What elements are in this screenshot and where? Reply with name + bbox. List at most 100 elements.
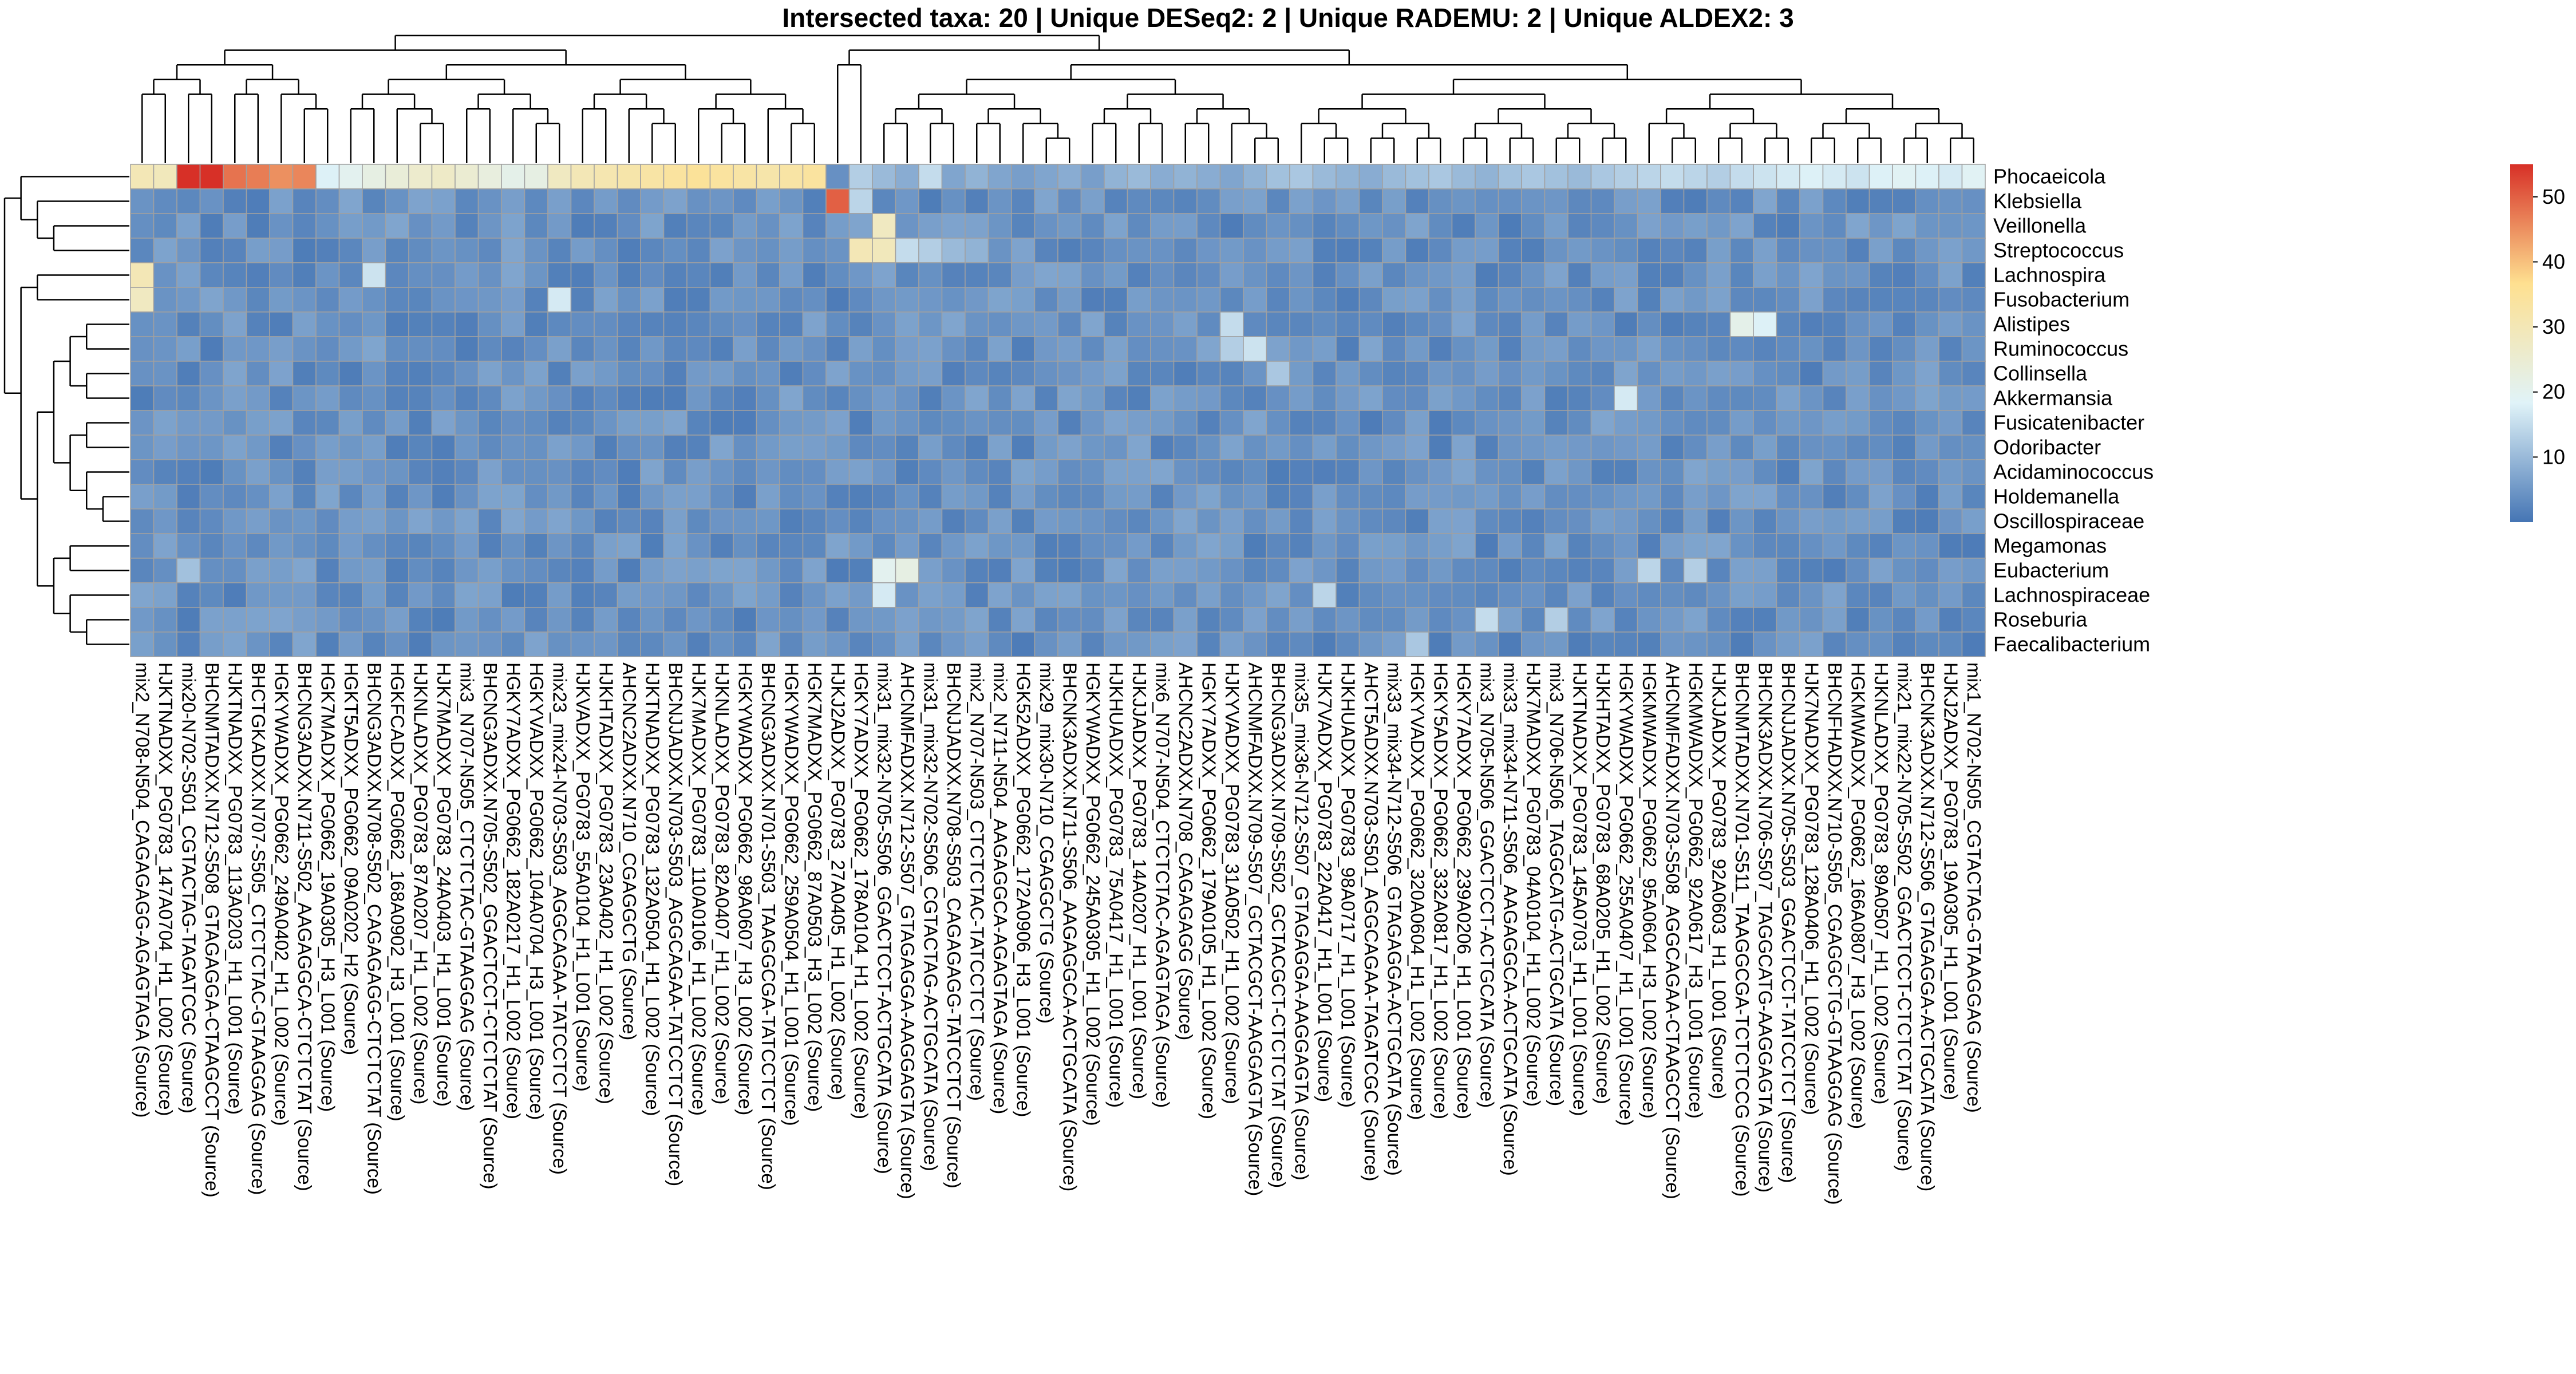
heatmap-cell [338, 459, 363, 485]
heatmap-cell [524, 582, 548, 608]
heatmap-cell [918, 558, 943, 583]
heatmap-cell [1382, 558, 1406, 583]
heatmap-cell [1173, 484, 1198, 510]
heatmap-cell [176, 385, 201, 411]
heatmap-cell [709, 631, 734, 657]
heatmap-cell [640, 262, 665, 288]
heatmap-cell [269, 459, 294, 485]
heatmap-cell [825, 607, 850, 633]
heatmap-cell [431, 533, 456, 559]
heatmap-cell [315, 238, 340, 263]
heatmap-cell [570, 631, 595, 657]
heatmap-cell [269, 508, 294, 534]
column-label: HJK7NADXX_PG0783_128A0406_H1_L002 (Sourc… [1801, 662, 1822, 1115]
heatmap-cell [1660, 558, 1685, 583]
heatmap-cell [640, 484, 665, 510]
heatmap-cell [1405, 558, 1429, 583]
heatmap-cell [1567, 336, 1592, 362]
heatmap-cell [1034, 607, 1058, 633]
heatmap-cell [1451, 164, 1476, 189]
heatmap-cell [1915, 484, 1939, 510]
heatmap-cell [663, 435, 688, 460]
heatmap-cell [153, 385, 177, 411]
heatmap-cell [1961, 336, 1986, 362]
column-label: AHCNMFADXX.N703-S508_AGGCAGAA-CTAAGCCT (… [1662, 662, 1683, 1199]
heatmap-cell [1057, 336, 1082, 362]
heatmap-cell [965, 459, 989, 485]
heatmap-cell [477, 213, 502, 239]
heatmap-cell [848, 164, 873, 189]
heatmap-cell [1868, 508, 1893, 534]
heatmap-cell [1243, 164, 1267, 189]
heatmap-cell [362, 582, 386, 608]
heatmap-cell [1057, 188, 1082, 214]
heatmap-cell [1614, 188, 1638, 214]
heatmap-cell [733, 262, 757, 288]
heatmap-cell [1382, 385, 1406, 411]
heatmap-cell [1104, 631, 1128, 657]
heatmap-cell [1915, 631, 1939, 657]
heatmap-cell [1822, 508, 1847, 534]
heatmap-cell [1822, 484, 1847, 510]
heatmap-cell [594, 188, 618, 214]
heatmap-cell [1011, 435, 1036, 460]
heatmap-cell [1011, 238, 1036, 263]
heatmap-cell [1104, 188, 1128, 214]
heatmap-cell [477, 582, 502, 608]
heatmap-cell [1034, 631, 1058, 657]
heatmap-cell [756, 262, 780, 288]
column-label: mix33_mix34-N712-S506_GTAGAGGA-ACTGCATA … [1384, 662, 1405, 1176]
heatmap-cell [1173, 164, 1198, 189]
heatmap-cell [1289, 336, 1314, 362]
heatmap-cell [1196, 385, 1221, 411]
heatmap-cell [686, 533, 711, 559]
heatmap-cell [130, 164, 155, 189]
column-label: AHCNC2ADXX.N710_CGAGGCTG (Source) [619, 662, 640, 1040]
heatmap-cell [1451, 558, 1476, 583]
heatmap-cell [1590, 533, 1615, 559]
heatmap-cell [1173, 336, 1198, 362]
heatmap-cell [153, 558, 177, 583]
heatmap-cell [1243, 287, 1267, 313]
heatmap-cell [965, 262, 989, 288]
heatmap-cell [941, 459, 966, 485]
heatmap-cell [269, 631, 294, 657]
heatmap-cell [1336, 262, 1360, 288]
heatmap-cell [709, 607, 734, 633]
heatmap-cell [1451, 361, 1476, 386]
heatmap-cell [987, 238, 1012, 263]
heatmap-cell [1173, 533, 1198, 559]
heatmap-cell [1498, 508, 1522, 534]
heatmap-cell [895, 435, 919, 460]
heatmap-cell [547, 459, 572, 485]
column-label: BHCTGKADXX.N707-S505_CTCTCTAC-GTAAGGAG (… [248, 662, 269, 1195]
heatmap-cell [1683, 385, 1708, 411]
colorbar-tick-label: 20 [2542, 380, 2565, 404]
heatmap-cell [686, 213, 711, 239]
heatmap-cell [965, 213, 989, 239]
heatmap-cell [385, 631, 409, 657]
heatmap-cell [1266, 533, 1290, 559]
heatmap-cell [756, 287, 780, 313]
heatmap-cell [1127, 484, 1151, 510]
heatmap-cell [455, 607, 479, 633]
heatmap-cell [640, 508, 665, 534]
heatmap-cell [1799, 164, 1824, 189]
heatmap-cell [269, 311, 294, 337]
heatmap-cell [524, 607, 548, 633]
heatmap-cell [1846, 311, 1870, 337]
heatmap-cell [1753, 582, 1777, 608]
heatmap-cell [802, 459, 827, 485]
heatmap-cell [1405, 533, 1429, 559]
heatmap-cell [1868, 213, 1893, 239]
heatmap-cell [1266, 435, 1290, 460]
heatmap-cell [1521, 484, 1546, 510]
column-label: AHCNMFADXX.N709-S507_GCTACGCT-AAGGAGTA (… [1244, 662, 1266, 1196]
heatmap-cell [1498, 533, 1522, 559]
heatmap-cell [1521, 607, 1546, 633]
heatmap-cell [941, 238, 966, 263]
heatmap-cell [408, 361, 433, 386]
heatmap-cell [153, 435, 177, 460]
heatmap-cell [825, 238, 850, 263]
